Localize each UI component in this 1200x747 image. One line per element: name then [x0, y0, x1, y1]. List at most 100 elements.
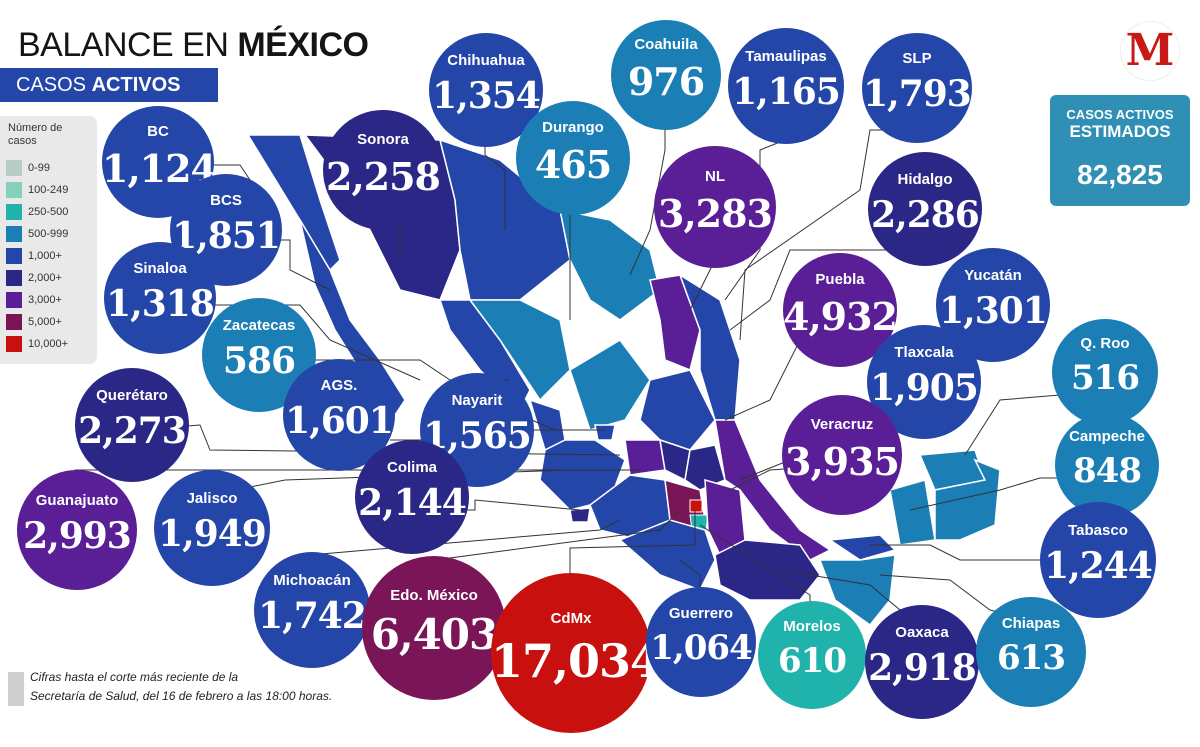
state-value: 3,283	[658, 191, 773, 237]
map-region-coahuila	[559, 209, 661, 321]
state-name: Veracruz	[810, 416, 874, 434]
state-bubble: SLP 1,793	[862, 33, 972, 143]
legend-item: 10,000+	[6, 336, 68, 352]
state-bubble: AGS. 1,601	[283, 359, 395, 471]
state-value: 1,905	[870, 366, 979, 409]
state-name: Nayarit	[451, 392, 503, 410]
legend-swatch	[6, 314, 22, 330]
legend-item: 250-500	[6, 204, 68, 220]
state-bubble: Hidalgo 2,286	[868, 152, 982, 266]
state-name: Querétaro	[96, 387, 168, 405]
footnote-line2: Secretaría de Salud, del 16 de febrero a…	[30, 689, 333, 703]
state-bubble: Durango 465	[516, 101, 630, 215]
legend-label: 250-500	[28, 206, 69, 218]
state-value: 1,601	[285, 399, 394, 442]
legend-item: 3,000+	[6, 292, 62, 308]
state-name: NL	[705, 168, 725, 186]
state-bubble: NL 3,283	[654, 146, 776, 268]
state-name: CdMx	[550, 609, 592, 627]
state-bubble: Guerrero 1,064	[646, 587, 756, 697]
map-region-tabasco	[827, 534, 897, 561]
page-title: BALANCE EN MÉXICO	[18, 26, 369, 65]
state-value: 586	[222, 339, 296, 382]
milenio-logo: M	[1121, 22, 1179, 80]
state-name: Campeche	[1069, 428, 1145, 446]
state-name: Tabasco	[1068, 522, 1128, 540]
map-region-cdmx	[689, 499, 703, 513]
state-value: 1,244	[1044, 544, 1153, 587]
legend-label: 2,000+	[28, 272, 62, 284]
map-region-jalisco	[539, 439, 626, 511]
state-name: Yucatán	[964, 267, 1022, 285]
title-bold: MÉXICO	[237, 26, 369, 64]
state-name: Chiapas	[1001, 615, 1061, 633]
state-name: Coahuila	[634, 36, 698, 54]
state-bubble: Morelos 610	[758, 601, 866, 709]
state-value: 2,258	[326, 154, 441, 200]
footnote: Cifras hasta el corte más reciente de la…	[30, 668, 332, 706]
title-light: BALANCE EN	[18, 26, 229, 64]
state-value: 2,918	[868, 646, 977, 689]
map-region-bcs	[299, 219, 406, 417]
state-bubble: Puebla 4,932	[783, 253, 898, 367]
state-name: Tamaulipas	[745, 48, 827, 66]
state-name: SLP	[902, 50, 932, 68]
legend-label: 1,000+	[28, 250, 62, 262]
legend-swatch	[6, 248, 22, 264]
state-name: Sinaloa	[133, 260, 187, 278]
state-bubble: Michoacán 1,742	[254, 552, 370, 668]
legend-item: 0-99	[6, 160, 50, 176]
state-bubble: Chihuahua 1,354	[429, 33, 543, 147]
legend-item: 5,000+	[6, 314, 62, 330]
state-name: Guanajuato	[35, 492, 119, 510]
state-value: 2,144	[358, 481, 467, 524]
legend-swatch	[6, 204, 22, 220]
state-value: 2,286	[871, 193, 980, 236]
map-region-campeche	[889, 479, 936, 546]
state-value: 1,165	[732, 70, 841, 113]
footnote-marker	[8, 672, 24, 706]
state-value: 1,354	[432, 74, 541, 117]
state-value: 613	[997, 637, 1066, 678]
state-value: 1,064	[650, 627, 752, 668]
legend-label: 10,000+	[28, 338, 69, 350]
state-name: Colima	[386, 459, 437, 477]
state-value: 4,932	[783, 294, 898, 340]
state-name: BCS	[210, 192, 242, 210]
state-bubble: Querétaro 2,273	[75, 368, 189, 482]
state-name: Guerrero	[668, 605, 734, 623]
state-value: 465	[534, 142, 612, 188]
state-bubble: Oaxaca 2,918	[865, 605, 979, 719]
map-region-veracruz	[714, 419, 832, 561]
state-name: Hidalgo	[897, 171, 953, 189]
legend-swatch	[6, 292, 22, 308]
state-name: Jalisco	[186, 490, 238, 508]
logo-letter: M	[1125, 25, 1175, 76]
state-value: 17,034	[491, 633, 662, 688]
subtitle-banner: CASOS ACTIVOS	[0, 68, 218, 102]
legend-label: 500-999	[28, 228, 69, 240]
legend-item: 1,000+	[6, 248, 62, 264]
legend-item: 100-249	[6, 182, 68, 198]
state-name: Edo. México	[390, 586, 478, 604]
state-bubble: CdMx 17,034	[491, 573, 662, 733]
state-bubble: Sinaloa 1,318	[104, 242, 216, 354]
state-value: 516	[1071, 357, 1140, 398]
state-bubble: Colima 2,144	[355, 440, 469, 554]
legend-title: Número de casos	[8, 122, 63, 147]
state-name: Michoacán	[273, 572, 351, 590]
state-value: 976	[627, 59, 705, 105]
estimate-label-line1: CASOS ACTIVOS	[1066, 107, 1174, 122]
state-value: 848	[1073, 450, 1142, 491]
state-bubble: Edo. México 6,403	[362, 556, 506, 700]
map-region-ags	[594, 424, 616, 441]
state-bubble: Campeche 848	[1055, 413, 1159, 517]
state-value: 6,403	[370, 610, 499, 660]
estimate-box: CASOS ACTIVOS ESTIMADOS 82,825	[1050, 95, 1190, 206]
state-bubble: Veracruz 3,935	[782, 395, 902, 515]
state-name: Zacatecas	[222, 317, 296, 335]
map-region-chiapas	[818, 554, 896, 627]
legend-item: 2,000+	[6, 270, 62, 286]
map-region-zacatecas	[569, 339, 651, 431]
map-region-qroo	[934, 458, 1001, 541]
